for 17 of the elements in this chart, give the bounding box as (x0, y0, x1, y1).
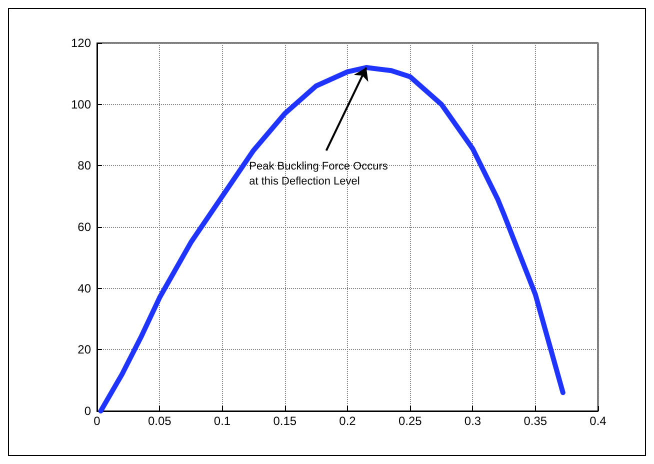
y-tick-label: 20 (78, 342, 92, 357)
y-tick-label: 80 (78, 158, 92, 173)
x-tick-label: 0.4 (590, 414, 607, 428)
y-tick-label: 60 (78, 220, 92, 234)
x-tick-label: 0.05 (148, 414, 172, 428)
y-tick-label: 40 (78, 281, 92, 296)
x-tick-label: 0 (94, 414, 101, 428)
x-tick-label: 0.3 (464, 414, 482, 428)
annotation: Peak Buckling Force Occurs at this Deflection Level (249, 160, 391, 188)
x-tick-label: 0.1 (214, 414, 231, 428)
y-tick-label: 100 (70, 97, 92, 112)
x-tick-label: 0.15 (273, 414, 297, 428)
x-tick-label: 0.25 (398, 414, 422, 428)
x-tick-label: 0.35 (524, 414, 548, 428)
x-tick-label: 0.2 (339, 414, 356, 428)
y-tick-label: 0 (84, 404, 92, 418)
y-tick-label: 120 (70, 36, 92, 50)
